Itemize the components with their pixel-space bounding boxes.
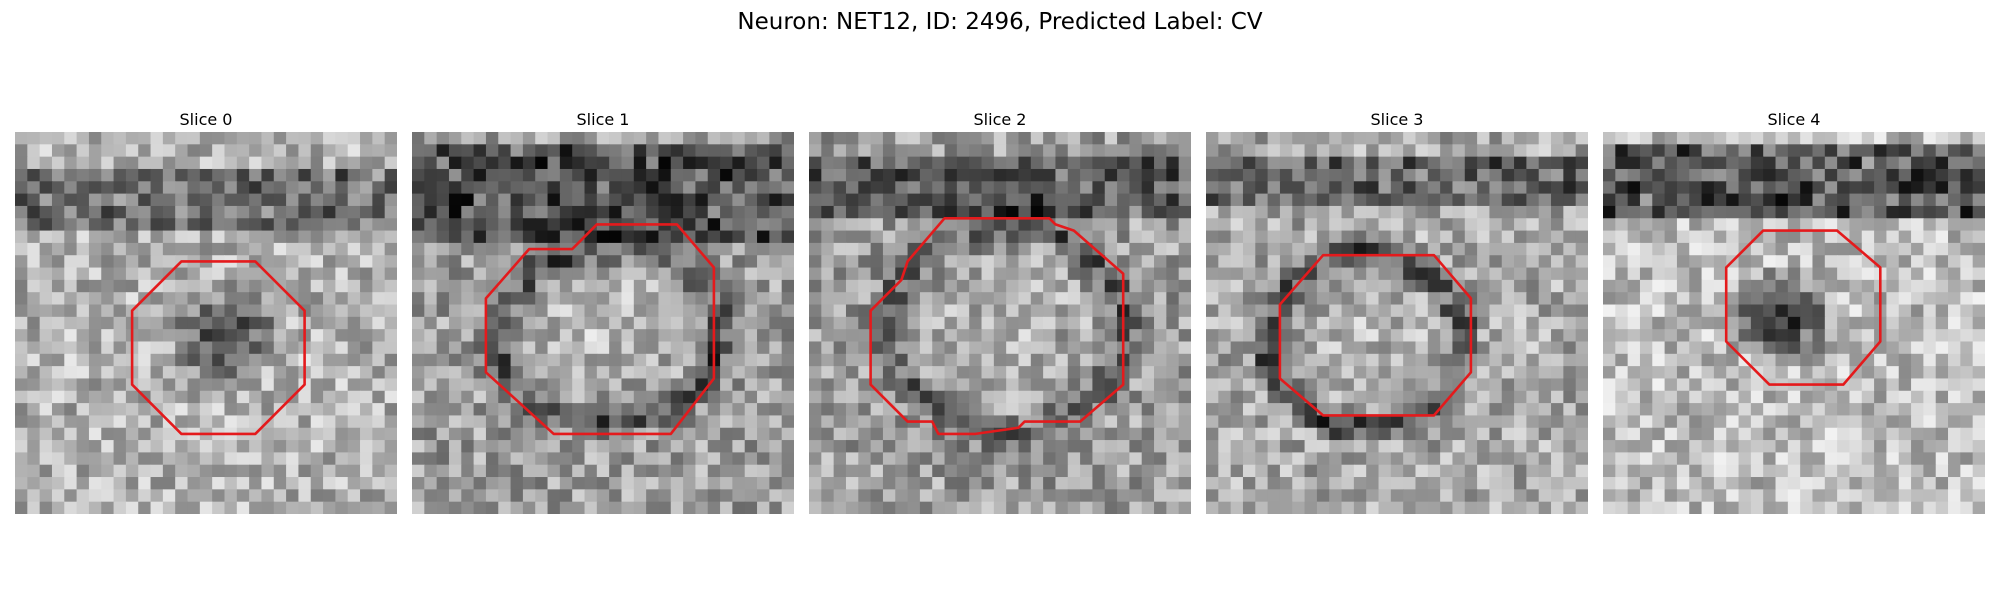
slice-panel-4: Slice 4	[1603, 108, 1985, 514]
roi-contour	[130, 260, 306, 436]
slice-title-3: Slice 3	[1370, 110, 1424, 129]
slice-image-0	[15, 132, 397, 514]
roi-contour	[484, 223, 716, 436]
slice-image-2	[809, 132, 1191, 514]
roi-contour	[869, 217, 1125, 436]
slice-panel-3: Slice 3	[1206, 108, 1588, 514]
slice-image-3	[1206, 132, 1588, 514]
slice-image-4	[1603, 132, 1985, 514]
slice-title-0: Slice 0	[179, 110, 233, 129]
slice-image-1	[412, 132, 794, 514]
roi-contour	[1278, 253, 1473, 417]
slice-panel-2: Slice 2	[809, 108, 1191, 514]
slice-title-2: Slice 2	[973, 110, 1027, 129]
figure-title: Neuron: NET12, ID: 2496, Predicted Label…	[737, 9, 1263, 35]
slice-panel-1: Slice 1	[412, 108, 794, 514]
slice-panel-0: Slice 0	[15, 108, 397, 514]
slice-title-4: Slice 4	[1767, 110, 1821, 129]
slice-title-1: Slice 1	[576, 110, 630, 129]
roi-contour	[1724, 229, 1882, 386]
